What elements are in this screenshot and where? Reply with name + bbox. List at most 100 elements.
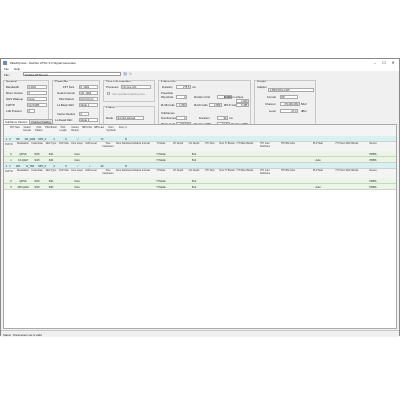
channel-unit: MHz <box>301 102 307 106</box>
level-unit: dBm <box>301 109 307 113</box>
plp-start-cell[interactable]: Auto <box>315 185 321 189</box>
adapter-select[interactable]: 1 #600 DTA-2115 <box>268 88 314 92</box>
plp-src-cell[interactable]: PRBS <box>369 179 377 183</box>
plp-mod-cell[interactable]: QPSK <box>19 152 27 156</box>
maximize-button[interactable]: ☐ <box>382 60 386 65</box>
plp-cr-cell[interactable]: 8/15 <box>34 152 40 156</box>
tab-channel-fading[interactable]: Channel Fading <box>29 119 53 124</box>
guard-interval-select[interactable]: G5_1024 <box>79 90 98 95</box>
plp-id: 1 <box>10 158 12 162</box>
pilot-pattern-label: Pilot Pattern <box>59 97 75 101</box>
subframe-boost-cell[interactable]: 4 <box>53 164 55 168</box>
plp-src-cell[interactable]: PRBS <box>369 185 377 189</box>
plp-column-header: HTI Num <box>205 142 215 145</box>
format-select[interactable]: RF <box>280 94 298 99</box>
plp-column-header: HTI Max Blocks <box>236 142 254 145</box>
ghs-select[interactable]: None <box>27 96 47 101</box>
frame-mode-select[interactable]: Symbol aligned <box>116 115 144 120</box>
subframe-pp-cell[interactable]: SP3_4 <box>38 137 46 141</box>
file-row: File: NVIDIA RTSD.xs3 ⛓ ↻ <box>1 71 399 77</box>
plp-tim-cell[interactable]: TI Mode <box>156 179 166 183</box>
subframe-row[interactable]: ▾ 1 16K G_768 SP3_2 4 0 ✓ ✓ 40 ☑ <box>4 163 396 169</box>
fft-size-select[interactable]: 8_192k <box>79 84 98 89</box>
subframe-fi-cell: ☑ <box>124 164 128 168</box>
plp-id: 3 <box>10 185 12 189</box>
plp-tim-cell[interactable]: TI Mode <box>156 185 166 189</box>
use-starting-time-checkbox[interactable] <box>107 92 110 95</box>
plp-column-header: Modulation <box>17 142 29 145</box>
bandwidth-select[interactable]: 6 MHz <box>27 84 47 89</box>
minor-version-select[interactable]: 0 <box>27 90 47 95</box>
plp-row[interactable]: 3 256-QAM 9/15 64K Core TI Mode 512 Auto PRBS <box>4 184 396 190</box>
l1d-present-select[interactable]: 0 <box>27 108 35 113</box>
plp-fec-cell[interactable]: 64K <box>48 158 54 162</box>
plp-start-cell[interactable]: Auto <box>315 158 321 162</box>
subframe-gi-cell[interactable]: G5_1024 <box>24 137 36 141</box>
output-title: Output <box>257 79 267 83</box>
subframe-index: 0 <box>9 137 11 141</box>
plp-cr-cell[interactable]: 9/15 <box>34 185 40 189</box>
plp-column-header: FEC Type <box>45 169 57 172</box>
plp-core-cell[interactable]: Core <box>74 179 80 183</box>
open-file-icon[interactable]: ⛓ <box>123 71 128 76</box>
subframe-fi-cell: ☑ <box>124 137 128 141</box>
pilot-pattern-select[interactable]: Dx=3 Dy=4 <box>79 96 98 101</box>
l1-basic-fec-select[interactable]: Mode 1 <box>79 102 98 107</box>
close-button[interactable]: ✕ <box>391 60 395 65</box>
reload-icon[interactable]: ↻ <box>129 71 132 76</box>
plp-fec-cell[interactable]: 64K <box>48 152 54 156</box>
subframe-pp-cell[interactable]: SP3_2 <box>38 164 46 168</box>
l1-detail-fec-select[interactable]: Mode 3 <box>79 117 98 122</box>
papr-select[interactable]: No PAPR <box>27 102 47 107</box>
plp-fec-cell[interactable]: 64K <box>48 185 54 189</box>
expand-toggle-icon[interactable]: ▾ <box>5 137 8 141</box>
symbols-field: 3 <box>176 94 187 99</box>
expand-toggle-icon[interactable]: ▾ <box>5 164 8 168</box>
plp-cr-cell[interactable]: 8/15 <box>34 179 40 183</box>
l1-detail-fec-label: L1-Detail FEC <box>55 118 73 122</box>
plp-core-cell[interactable]: Core <box>74 158 80 162</box>
plp-mod-cell[interactable]: 16-QAM <box>18 158 28 162</box>
use-starting-time-label: Use specified starting time <box>112 92 145 96</box>
menu-file[interactable]: File <box>4 67 9 71</box>
subframe-fft-cell[interactable]: 8K <box>16 137 20 141</box>
plp-row[interactable]: 2 QPSK 8/15 64K Core TI Mode 512 PRBS <box>4 178 396 184</box>
plp-cil-cell[interactable]: 512 <box>191 152 197 156</box>
plp-column-header: LDM Level <box>85 169 97 172</box>
menu-help[interactable]: Help <box>14 67 21 71</box>
frame-title: Frame <box>106 105 115 109</box>
plp-row[interactable]: 0 QPSK 8/15 64K Core TI Mode 512 PRBS <box>4 151 396 157</box>
subframe-fft-cell[interactable]: 16K <box>15 164 21 168</box>
plp-cil-cell[interactable]: 512 <box>191 185 197 189</box>
plp-column-header: Num TI Blocks <box>219 142 235 145</box>
plp-tim-cell[interactable]: TI Mode <box>156 152 166 156</box>
plp-id: 2 <box>10 179 12 183</box>
plp-tim-cell[interactable]: TI Mode <box>156 158 166 162</box>
plp-src-cell[interactable]: PRBS <box>369 152 377 156</box>
time-info-title: Time Info Insertion <box>106 79 131 83</box>
channel-label: Channel <box>265 102 276 106</box>
subframe-row[interactable]: ▾ 0 8K G5_1024 SP3_4 4 0 ✓ ✓ 72 ☑ <box>4 136 396 142</box>
plp-mod-cell[interactable]: QPSK <box>19 179 27 183</box>
minimize-button[interactable]: – <box>373 60 377 65</box>
plp-cil-cell[interactable]: 512 <box>191 158 197 162</box>
file-path-field[interactable]: NVIDIA RTSD.xs3 <box>23 71 121 77</box>
plp-core-cell[interactable]: Core <box>74 185 80 189</box>
plp-row[interactable]: 1 16-QAM 9/15 64K Core TI Mode 512 Auto PRBS <box>4 157 396 163</box>
plp-fec-cell[interactable]: 64K <box>48 179 54 183</box>
plp-cil-cell[interactable]: 512 <box>191 179 197 183</box>
plp-column-header: Subslice Interval <box>132 169 150 172</box>
carrier-reduct-select[interactable]: 0 <box>79 111 89 116</box>
level-field[interactable]: -27.0 <box>280 108 298 113</box>
plp-core-cell[interactable]: Core <box>74 152 80 156</box>
plp-cr-cell[interactable]: 9/15 <box>34 158 40 162</box>
subframe-gi-cell[interactable]: G_768 <box>26 164 34 168</box>
fft-size-label: FFT Size <box>63 85 75 89</box>
plp-src-cell[interactable]: PRBS <box>369 158 377 162</box>
plp-mod-cell[interactable]: 256-QAM <box>17 185 29 189</box>
subframe-column-header: Pilot Pattern <box>35 126 43 132</box>
subframe-cr-cell: ✓ <box>76 137 80 141</box>
subframe-boost-cell[interactable]: 4 <box>53 137 55 141</box>
processor-select[interactable]: No time info <box>121 84 151 89</box>
channel-field[interactable]: 474,000,000 <box>280 101 300 106</box>
